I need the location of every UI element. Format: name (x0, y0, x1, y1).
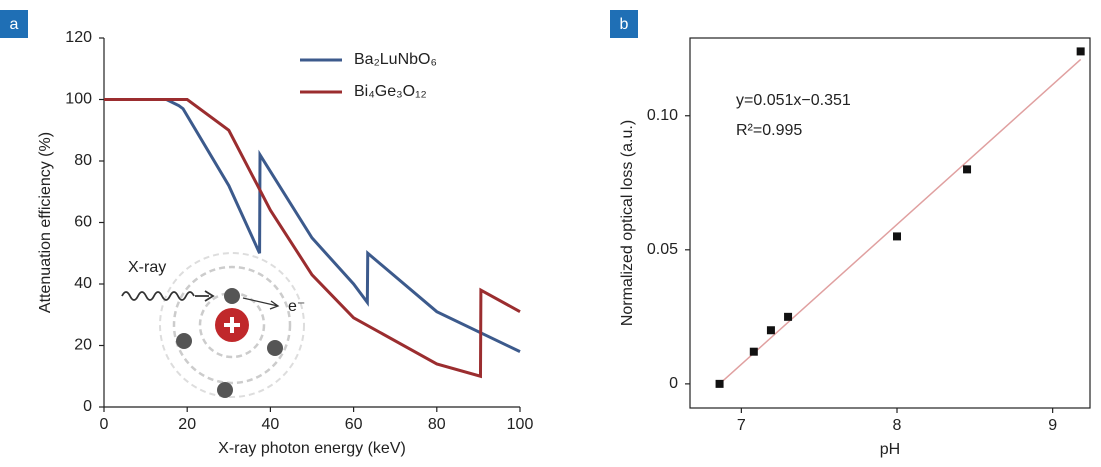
y-tick-label: 120 (65, 29, 92, 46)
r-squared: R²=0.995 (736, 122, 802, 139)
point (784, 312, 793, 321)
x-tick-label: 7 (737, 417, 746, 434)
panel-label: b (620, 16, 629, 33)
y-tick-label: 0 (83, 398, 92, 415)
x-tick-label: 80 (428, 416, 446, 433)
point (749, 347, 758, 356)
y-tick-label: 80 (74, 152, 92, 169)
x-tick-label: 100 (507, 416, 534, 433)
panel-label-box (0, 10, 28, 38)
point (893, 232, 902, 241)
x-axis-label: X-ray photon energy (keV) (218, 440, 406, 457)
legend-label: Ba₂LuNbO₆ (354, 51, 437, 68)
y-tick-label: 0.05 (647, 241, 678, 258)
point (1076, 47, 1085, 56)
x-tick-label: 8 (893, 417, 902, 434)
panel-label-box (610, 10, 638, 38)
point (963, 165, 972, 174)
y-tick-label: 0.10 (647, 107, 678, 124)
y-axis-label: Normalized optical loss (a.u.) (619, 120, 636, 326)
x-axis-label: pH (880, 441, 900, 458)
panel-label: a (10, 16, 19, 33)
line-series (104, 98, 521, 354)
x-tick-label: 60 (345, 416, 363, 433)
x-tick-label: 40 (262, 416, 280, 433)
line-series (104, 98, 521, 379)
legend-label: Bi₄Ge₃O₁₂ (354, 83, 427, 100)
x-tick-label: 0 (100, 416, 109, 433)
x-tick-label: 9 (1048, 417, 1057, 434)
annotation: e⁻ (288, 298, 305, 315)
x-tick-label: 20 (178, 416, 196, 433)
atom-illustration (121, 252, 305, 398)
equation: y=0.051x−0.351 (736, 92, 851, 109)
plot-frame (689, 37, 1091, 409)
y-axis-label: Attenuation efficiency (%) (37, 132, 54, 313)
point (766, 326, 775, 335)
y-tick-label: 0 (669, 375, 678, 392)
y-tick-label: 60 (74, 214, 92, 231)
y-tick-label: 100 (65, 91, 92, 108)
y-tick-label: 20 (74, 337, 92, 354)
point (715, 379, 724, 388)
fit-line (719, 58, 1082, 385)
y-tick-label: 40 (74, 275, 92, 292)
annotation: X-ray (128, 259, 166, 276)
